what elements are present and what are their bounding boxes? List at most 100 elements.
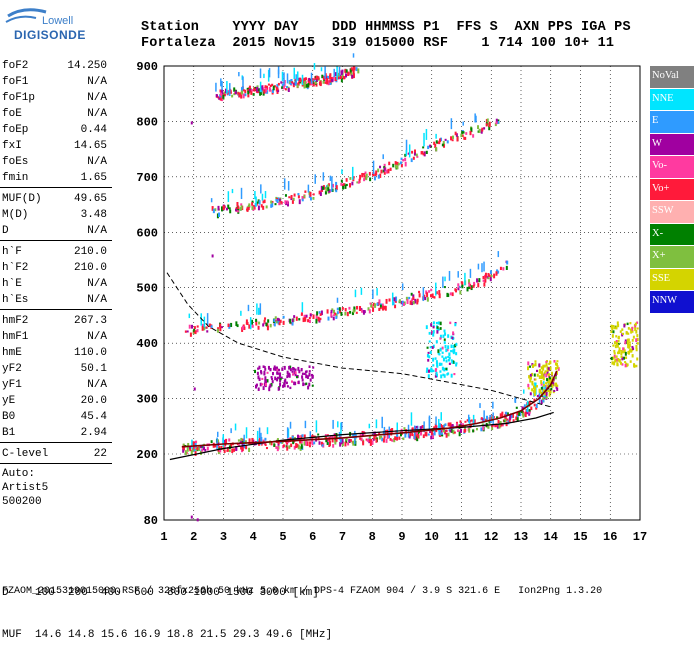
- lowell-digisonde-logo: Lowell DIGISONDE: [2, 4, 92, 44]
- auto-line1: Auto:: [2, 468, 36, 480]
- echo-point: [326, 309, 329, 314]
- echo-point: [636, 357, 639, 361]
- echo-point: [302, 317, 305, 323]
- echo-point: [623, 349, 626, 354]
- echo-point: [627, 351, 630, 355]
- echo-point: [462, 131, 465, 134]
- echo-point: [385, 298, 388, 304]
- echo-point: [412, 296, 415, 301]
- separator: [0, 309, 112, 310]
- echo-point: [309, 378, 312, 382]
- echo-point: [484, 278, 487, 283]
- echo-point: [435, 371, 438, 376]
- trace-2: [184, 251, 509, 337]
- echo-point: [470, 127, 473, 133]
- echo-point: [248, 438, 251, 443]
- echo-point: [396, 422, 399, 435]
- echo-point: [529, 392, 532, 396]
- echo-point: [296, 84, 299, 88]
- echo-point: [251, 324, 254, 328]
- echo-point: [291, 373, 294, 376]
- echo-point: [327, 316, 330, 321]
- echo-point: [612, 324, 615, 328]
- echo-point: [260, 204, 263, 208]
- echo-point: [283, 80, 286, 83]
- echo-point: [233, 93, 236, 96]
- echo-point: [319, 192, 322, 196]
- echo-point: [504, 418, 507, 422]
- echo-point: [363, 175, 366, 178]
- echo-point: [331, 183, 334, 188]
- echo-point: [549, 360, 552, 364]
- echo-point: [489, 270, 492, 274]
- echo-point: [448, 362, 451, 365]
- echo-point: [215, 82, 217, 92]
- echo-point: [329, 175, 332, 181]
- echo-point: [632, 347, 635, 351]
- echo-point: [242, 89, 245, 92]
- echo-point: [327, 187, 330, 192]
- echo-point: [372, 160, 375, 175]
- echo-point: [311, 443, 314, 446]
- echo-point: [635, 364, 638, 368]
- echo-point: [627, 338, 630, 342]
- echo-point: [550, 387, 553, 391]
- echo-point: [259, 81, 262, 92]
- y-tick-label: 400: [136, 337, 158, 351]
- echo-point: [620, 355, 623, 358]
- echo-point: [184, 330, 187, 333]
- echo-point: [237, 439, 240, 442]
- echo-point: [352, 73, 355, 79]
- echo-point: [252, 93, 255, 96]
- echo-point: [294, 373, 297, 377]
- echo-point: [441, 143, 444, 147]
- echo-point: [248, 447, 251, 453]
- echo-point: [542, 397, 545, 402]
- echo-point: [427, 369, 430, 373]
- echo-point: [383, 163, 386, 168]
- echo-point: [418, 293, 421, 298]
- echo-point: [345, 73, 348, 78]
- param-row-fof2: foF2 14.250: [0, 58, 112, 74]
- echo-point: [482, 275, 485, 280]
- echo-point: [345, 438, 348, 444]
- echo-point: [286, 446, 289, 451]
- echo-point: [264, 383, 267, 387]
- echo-point: [199, 444, 202, 449]
- param-label: C-level: [2, 448, 49, 460]
- echo-point: [624, 351, 627, 356]
- echo-point: [389, 167, 392, 171]
- echo-point: [531, 380, 534, 385]
- echo-point: [243, 434, 245, 448]
- echo-point: [548, 393, 551, 397]
- echo-point: [249, 317, 252, 330]
- echo-point: [367, 307, 370, 311]
- echo-point: [364, 171, 367, 175]
- echo-point: [615, 340, 618, 343]
- echo-point: [454, 323, 457, 327]
- echo-point: [425, 128, 428, 140]
- echo-point: [555, 385, 558, 389]
- echo-point: [636, 337, 639, 342]
- echo-point: [254, 369, 257, 374]
- legend-item-x-: X-: [650, 223, 694, 245]
- echo-point: [636, 327, 639, 330]
- echo-point: [308, 191, 311, 195]
- echo-point: [307, 83, 310, 88]
- echo-point: [489, 414, 492, 420]
- echo-point: [431, 346, 434, 349]
- echo-point: [334, 440, 337, 445]
- echo-point: [546, 381, 549, 384]
- echo-point: [340, 422, 342, 437]
- echo-point: [284, 88, 287, 91]
- echo-point: [428, 355, 431, 359]
- echo-point: [484, 419, 487, 422]
- echo-point: [403, 427, 406, 432]
- echo-point: [265, 87, 268, 93]
- y-tick-label: 200: [136, 448, 158, 462]
- echo-point: [336, 66, 338, 80]
- echo-point: [467, 286, 470, 289]
- echo-point: [339, 75, 342, 80]
- echo-point: [212, 445, 215, 448]
- echo-point: [395, 296, 398, 302]
